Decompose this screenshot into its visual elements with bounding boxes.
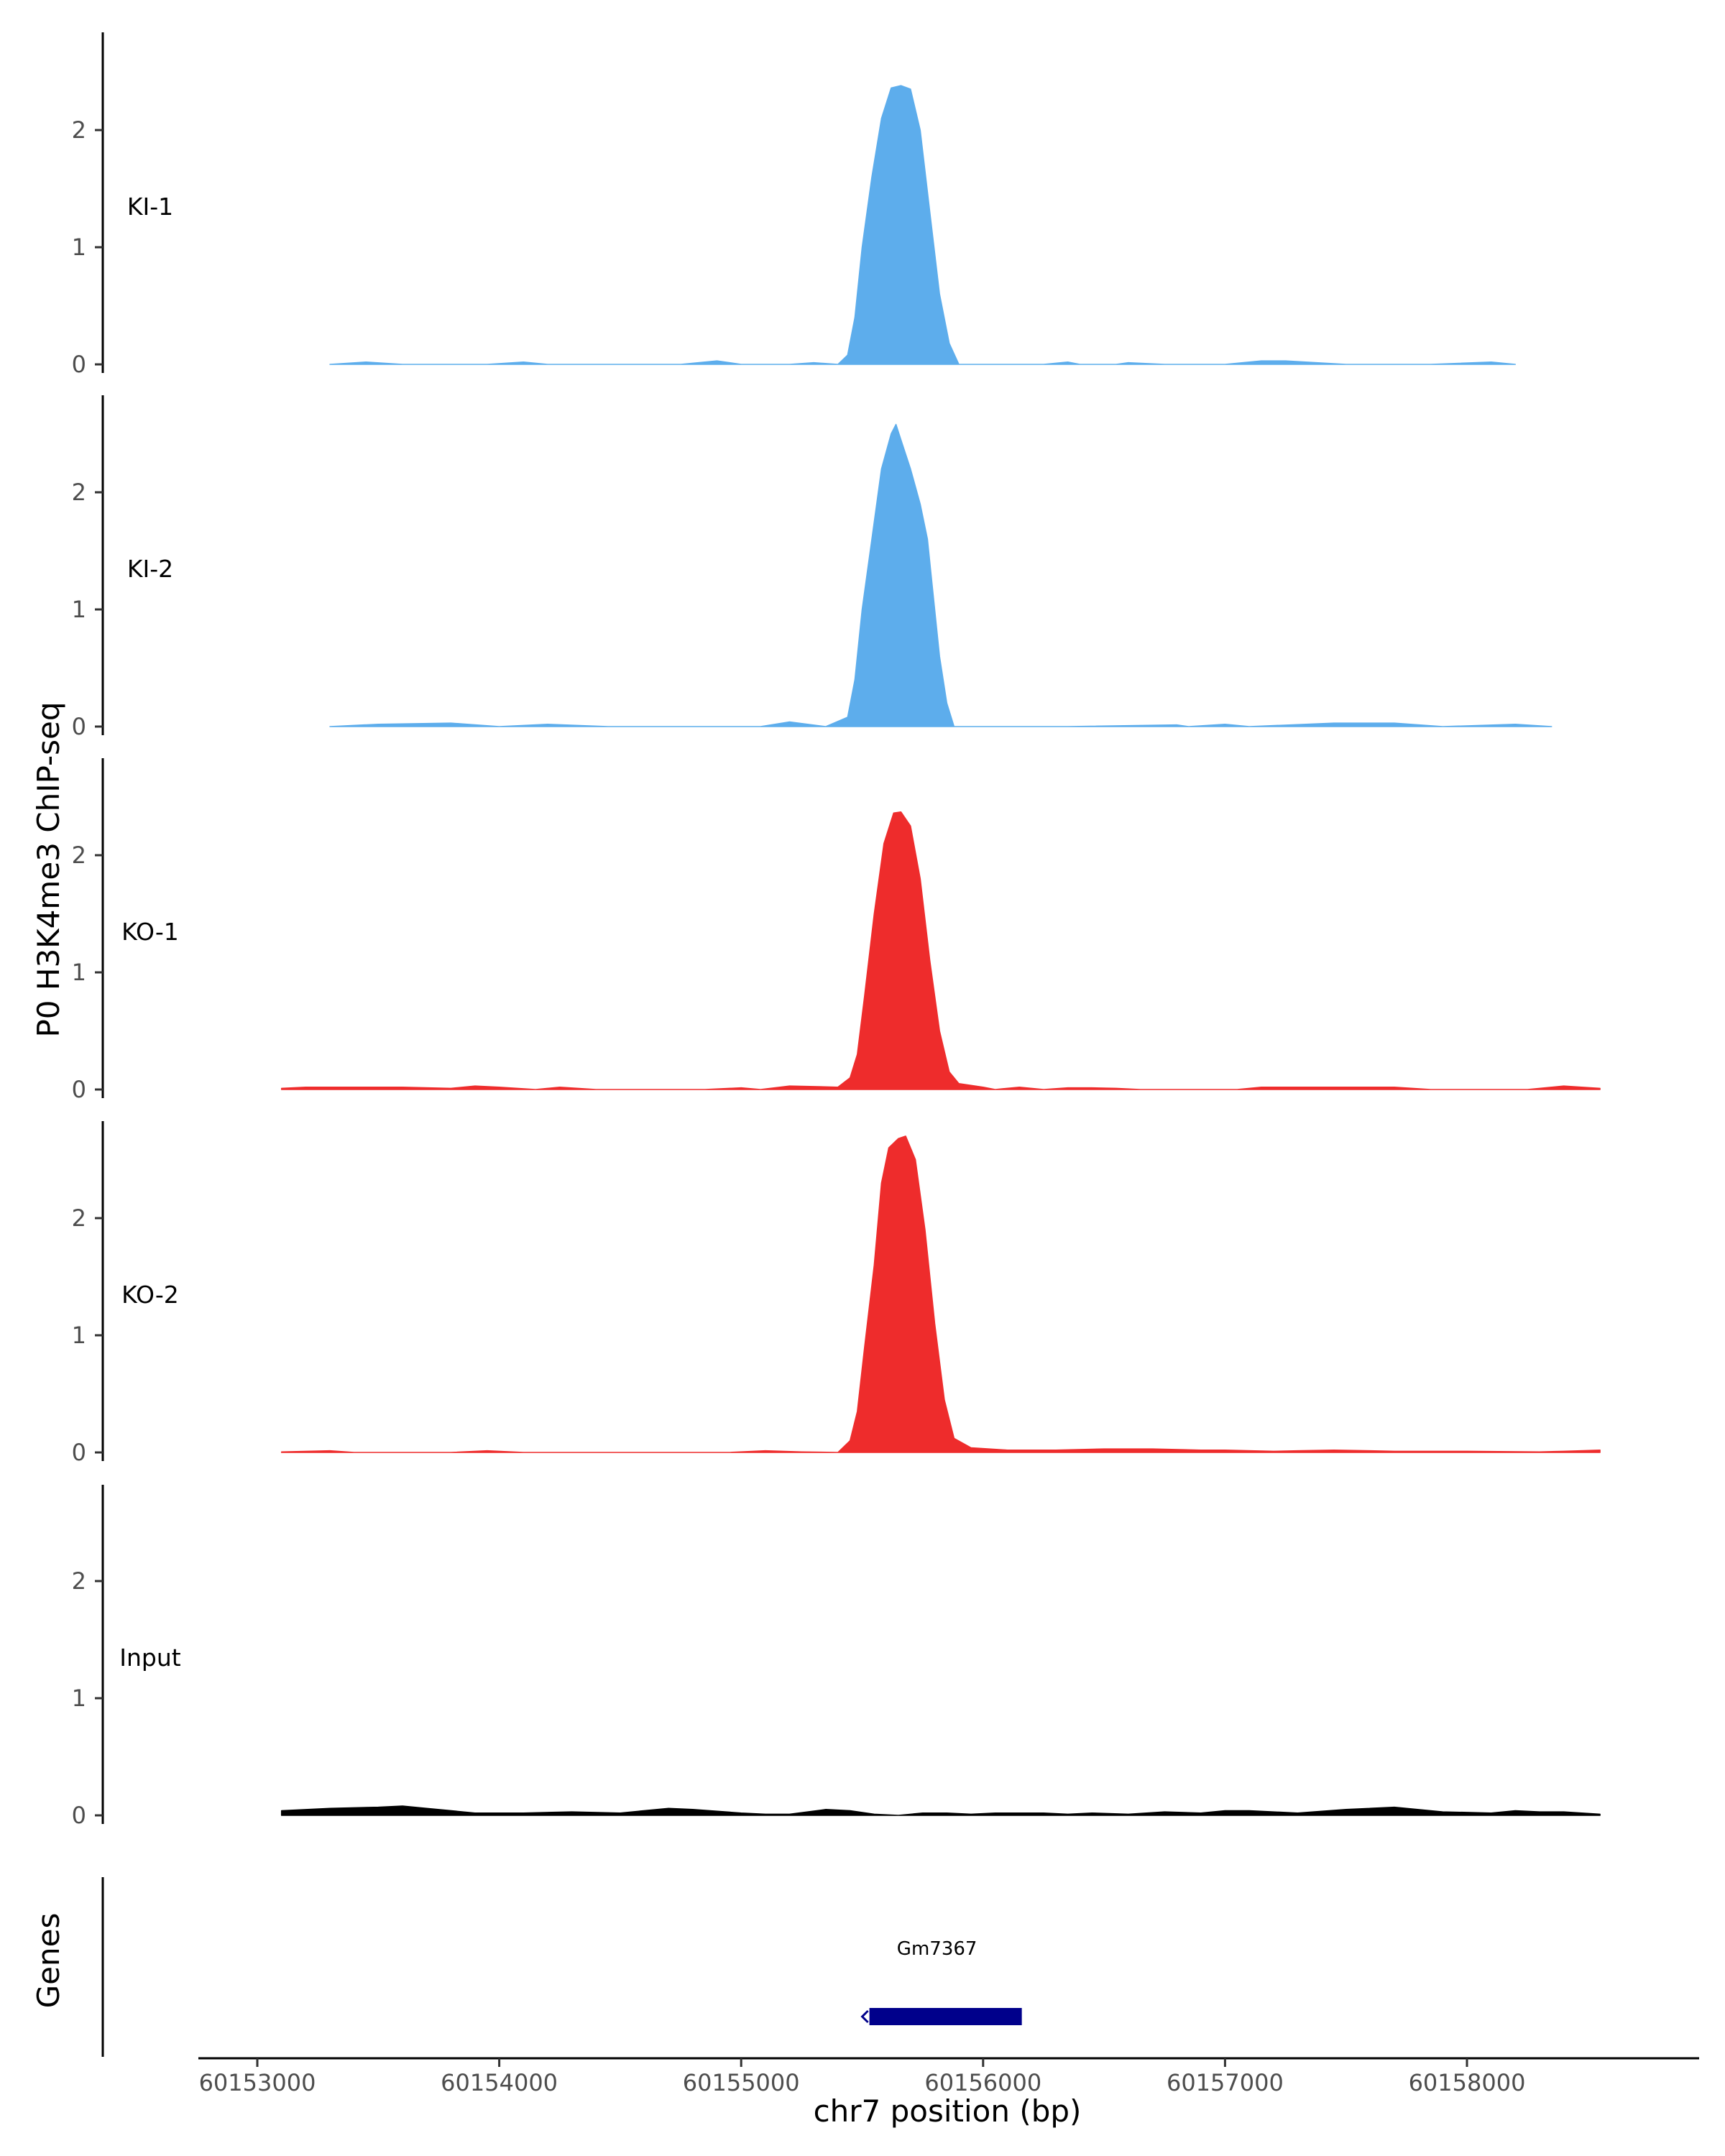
x-tick-label: 60156000 (924, 2069, 1041, 2096)
y-tick-label: 1 (72, 596, 86, 623)
coverage-area (280, 811, 1601, 1090)
y-tick-label: 1 (72, 959, 86, 986)
track-input: 0 1 2 Input (72, 1485, 1601, 1829)
coverage-area (280, 1135, 1601, 1453)
y-tick-label: 2 (72, 116, 86, 144)
y-tick-label: 1 (72, 234, 86, 261)
track-label: KO-1 (121, 918, 179, 946)
coverage-area (329, 85, 1517, 365)
x-tick-label: 60154000 (441, 2069, 558, 2096)
x-tick-label: 60157000 (1167, 2069, 1284, 2096)
coverage-area (280, 1805, 1601, 1816)
track-label: KO-2 (121, 1281, 179, 1309)
gene-label: Gm7367 (897, 1938, 978, 1960)
y-tick-label: 1 (72, 1322, 86, 1349)
genes-axis-title: Genes (31, 1913, 66, 2009)
gene-gm7367: Gm7367 (860, 1938, 1022, 2025)
y-tick-label: 0 (72, 1802, 86, 1829)
track-ki-2: 0 1 2 KI-2 (72, 395, 1552, 740)
x-tick-label: 60155000 (683, 2069, 800, 2096)
y-tick-label: 2 (72, 842, 86, 869)
y-tick-label: 0 (72, 351, 86, 378)
track-label: KI-1 (127, 193, 173, 221)
strand-arrow-icon (860, 2009, 869, 2024)
track-label: KI-2 (127, 555, 173, 583)
y-tick-label: 0 (72, 1439, 86, 1466)
y-tick-label: 0 (72, 1076, 86, 1103)
gene-body (869, 2008, 1022, 2025)
y-axis-title: P0 H3K4me3 ChIP-seq (31, 701, 66, 1037)
track-ko-2: 0 1 2 KO-2 (72, 1121, 1601, 1466)
y-tick-label: 0 (72, 713, 86, 740)
tracks-group: 0 1 2 KI-1 0 1 2 KI-2 0 1 2 KO-1 0 1 2 KO-2 0 1 2 Input (72, 32, 1601, 1829)
track-ko-1: 0 1 2 KO-1 (72, 758, 1601, 1103)
x-tick-label: 60153000 (199, 2069, 316, 2096)
x-axis-title: chr7 position (bp) (814, 2093, 1082, 2129)
x-axis: 60153000 60154000 60155000 60156000 60157000… (198, 2057, 1699, 2096)
y-tick-label: 2 (72, 1204, 86, 1232)
track-label: Input (119, 1644, 181, 1672)
y-tick-label: 1 (72, 1685, 86, 1712)
track-ki-1: 0 1 2 KI-1 (72, 32, 1517, 378)
y-tick-label: 2 (72, 479, 86, 506)
y-tick-label: 2 (72, 1567, 86, 1595)
x-tick-label: 60158000 (1409, 2069, 1526, 2096)
coverage-area (329, 423, 1552, 727)
genes-panel: Gm7367 (101, 1877, 1022, 2057)
